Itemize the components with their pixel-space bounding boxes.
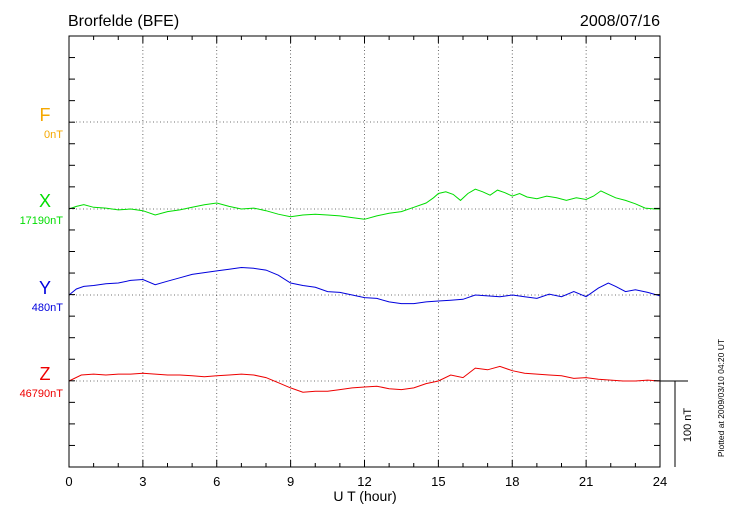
x-tick-label: 6	[213, 474, 220, 489]
grid	[69, 36, 660, 467]
x-axis-ticks: 0 3 6 9 12 15 18 21 24	[65, 474, 667, 489]
date-label: 2008/07/16	[580, 13, 660, 30]
x-tick-label: 21	[579, 474, 593, 489]
station-title: Brorfelde (BFE)	[68, 13, 179, 30]
component-labels: F 0nT X 17190nT Y 480nT Z 46790nT	[20, 105, 64, 400]
x-tick-label: 12	[357, 474, 371, 489]
x-tick-label: 24	[653, 474, 667, 489]
x-axis-label: U T (hour)	[333, 488, 396, 504]
scale-bar-label: 100 nT	[682, 408, 694, 443]
plotted-at-note: Plotted at 2009/03/10 04:20 UT	[716, 339, 726, 457]
component-label-x: X	[39, 191, 51, 211]
plot-frame	[68, 35, 661, 468]
series-lines	[68, 188, 661, 393]
series-z-line	[68, 365, 661, 393]
component-label-y: Y	[39, 278, 51, 298]
x-tick-label: 18	[505, 474, 519, 489]
baseline-value-y: 480nT	[32, 302, 63, 314]
baseline-value-f: 0nT	[44, 129, 63, 141]
component-label-z: Z	[40, 364, 51, 384]
x-tick-label: 15	[431, 474, 445, 489]
baseline-value-x: 17190nT	[20, 215, 64, 227]
baseline-value-z: 46790nT	[20, 388, 64, 400]
series-y-line	[68, 266, 661, 305]
component-label-f: F	[40, 105, 51, 125]
series-x-line	[68, 188, 660, 220]
x-tick-label: 3	[139, 474, 146, 489]
x-tick-label: 0	[65, 474, 72, 489]
x-tick-label: 9	[287, 474, 294, 489]
scale-bar: 100 nT	[660, 380, 694, 467]
